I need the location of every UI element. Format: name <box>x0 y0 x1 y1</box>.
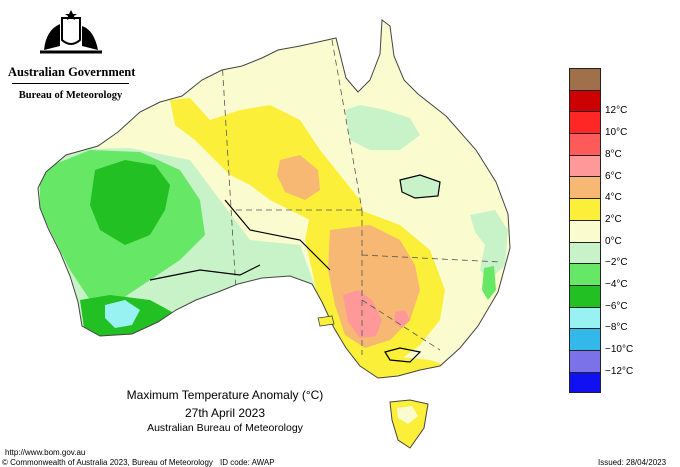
legend-label: −2°C <box>605 257 628 269</box>
legend-label: −10°C <box>605 344 634 356</box>
footer-issued: Issued: 28/04/2023 <box>598 458 667 467</box>
legend-swatch <box>569 198 601 220</box>
legend-label: −6°C <box>605 300 628 312</box>
coat-of-arms-icon <box>39 10 102 54</box>
footer-id-code: ID code: AWAP <box>220 458 275 467</box>
legend-label: −4°C <box>605 279 628 290</box>
legend-label: 2°C <box>605 213 622 225</box>
bureau-title: Bureau of Meteorology <box>18 90 123 101</box>
legend-swatch <box>569 284 601 307</box>
legend-label: 0°C <box>605 235 622 247</box>
footer-url[interactable]: http://www.bom.gov.au <box>5 448 86 457</box>
legend-label: −8°C <box>605 322 628 334</box>
legend-label: −12°C <box>605 365 634 377</box>
legend-swatch <box>569 306 601 329</box>
legend-label: 8°C <box>605 148 622 160</box>
map-organisation: Australian Bureau of Meteorology <box>147 422 303 434</box>
government-logo: Australian Government Bureau of Meteorol… <box>8 10 136 101</box>
map-date: 27th April 2023 <box>184 406 266 420</box>
legend-swatch <box>569 241 601 264</box>
legend-swatch <box>569 176 601 199</box>
legend-swatch <box>569 219 601 242</box>
legend-swatch <box>569 154 601 177</box>
legend-label: 12°C <box>605 105 628 117</box>
legend-swatch <box>569 328 601 350</box>
legend-color-scale <box>569 68 601 394</box>
legend-label: 10°C <box>605 127 628 139</box>
map-title: Maximum Temperature Anomaly (°C) <box>126 388 324 402</box>
legend-label: 4°C <box>605 192 622 204</box>
legend-swatch <box>569 89 601 112</box>
legend-swatch <box>569 263 601 285</box>
legend-swatch <box>569 349 601 372</box>
logo-divider <box>12 83 129 84</box>
legend-swatch <box>569 68 601 90</box>
legend-swatch <box>569 371 601 394</box>
legend-swatch <box>569 133 601 155</box>
footer-copyright: © Commonwealth of Australia 2023, Bureau… <box>2 458 213 467</box>
legend-swatch <box>569 111 601 134</box>
legend-label: 6°C <box>605 170 622 182</box>
government-title: Australian Government <box>8 65 136 79</box>
